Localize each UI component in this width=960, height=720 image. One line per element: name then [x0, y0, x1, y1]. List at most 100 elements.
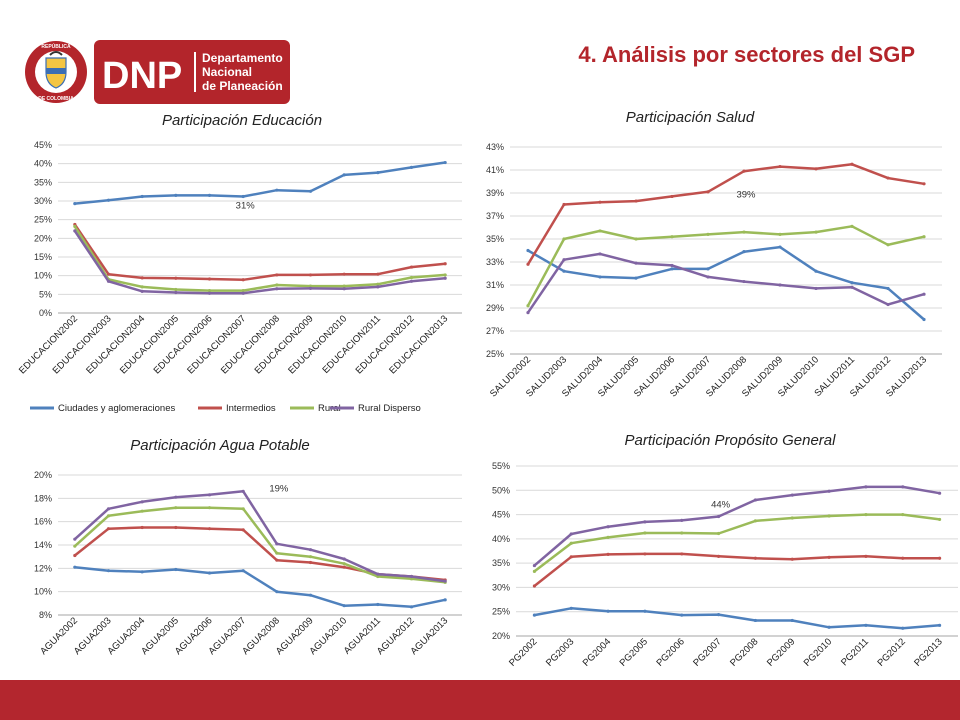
chart-salud: Participación Salud 25% 27% 29% 31% 33% 35% 37%…	[486, 109, 942, 399]
x-tick-label: PG2005	[618, 636, 650, 668]
data-point-ciudades	[140, 570, 144, 574]
data-point-ciudades	[742, 250, 746, 254]
data-point-ciudades	[140, 194, 144, 199]
data-annotation: 19%	[269, 483, 289, 494]
y-tick-label: 25%	[34, 215, 52, 225]
data-point-intermedios	[308, 273, 313, 277]
data-point-rural-disperso	[342, 287, 346, 291]
series-line-rural	[73, 506, 446, 584]
data-point-ciudades	[443, 598, 447, 602]
data-point-rural-disperso	[778, 283, 782, 287]
data-point-intermedios	[140, 276, 144, 280]
data-point-intermedios	[922, 182, 926, 186]
data-point-intermedios	[901, 556, 905, 560]
data-point-ciudades	[174, 193, 178, 197]
data-point-intermedios	[790, 557, 794, 561]
data-point-rural-disperso	[814, 286, 818, 291]
data-point-rural-disperso	[376, 572, 380, 576]
x-tick-label: PG2013	[912, 636, 944, 668]
y-tick-label: 16%	[34, 517, 52, 527]
data-point-ciudades	[342, 173, 346, 177]
footer-bar	[0, 680, 960, 720]
data-point-rural-disperso	[443, 276, 447, 280]
x-tick-label: EDUCACION2008	[219, 313, 282, 376]
data-point-rural-disperso	[207, 291, 212, 295]
data-point-rural	[174, 287, 178, 292]
data-point-intermedios	[706, 190, 710, 194]
x-tick-label: PG2011	[839, 636, 871, 668]
data-point-rural	[207, 506, 212, 510]
data-point-intermedios	[634, 199, 638, 203]
series-line-ciudades	[527, 245, 925, 321]
data-point-ciudades	[901, 626, 905, 630]
data-point-rural	[827, 514, 831, 518]
data-point-ciudades	[409, 605, 414, 609]
data-point-rural	[174, 506, 178, 510]
chart-title: Participación Educación	[162, 112, 322, 129]
data-point-ciudades	[778, 245, 782, 249]
seal-text-top: REPÚBLICA	[41, 43, 71, 50]
data-point-rural-disperso	[241, 291, 245, 295]
y-tick-label: 43%	[486, 142, 504, 152]
data-point-rural-disperso	[174, 495, 178, 499]
data-point-rural-disperso	[409, 279, 414, 283]
data-point-intermedios	[864, 554, 868, 558]
data-point-ciudades	[569, 606, 573, 610]
data-point-rural	[241, 289, 245, 293]
data-point-ciudades	[606, 609, 610, 613]
y-tick-label: 45%	[492, 510, 510, 520]
y-tick-label: 14%	[34, 540, 52, 550]
data-point-intermedios	[140, 525, 144, 530]
data-point-rural-disperso	[850, 285, 854, 289]
data-point-ciudades	[922, 317, 926, 322]
data-point-rural-disperso	[275, 542, 279, 546]
data-point-rural	[409, 577, 414, 581]
data-point-intermedios	[342, 272, 346, 276]
data-point-rural	[140, 509, 144, 513]
y-tick-label: 37%	[486, 211, 504, 221]
data-point-rural-disperso	[174, 290, 178, 295]
data-point-intermedios	[827, 555, 831, 559]
data-point-intermedios	[742, 169, 746, 173]
data-point-ciudades	[706, 267, 710, 271]
data-point-rural	[376, 282, 380, 286]
x-tick-label: EDUCACION2002	[17, 313, 80, 376]
data-point-rural	[562, 237, 566, 241]
data-point-rural	[308, 284, 313, 288]
data-point-rural-disperso	[562, 258, 566, 262]
data-point-intermedios	[376, 272, 380, 276]
data-point-ciudades	[106, 198, 111, 202]
x-tick-label: EDUCACION2013	[387, 313, 450, 376]
x-tick-label: EDUCACION2007	[185, 313, 248, 376]
data-point-rural	[376, 574, 380, 579]
y-tick-label: 39%	[486, 188, 504, 198]
data-point-intermedios	[106, 272, 111, 276]
data-point-intermedios	[532, 584, 537, 588]
x-tick-label: PG2004	[581, 636, 613, 668]
data-point-ciudades	[106, 569, 111, 573]
dnp-logo: REPÚBLICA DE COLOMBIA DNP Departamento N…	[25, 40, 290, 104]
data-point-rural-disperso	[706, 275, 710, 279]
data-point-rural	[634, 237, 638, 241]
data-annotation: 31%	[236, 200, 256, 211]
dnp-name-line1: Departamento	[202, 51, 283, 65]
data-point-intermedios	[207, 527, 212, 531]
data-point-rural-disperso	[376, 285, 380, 289]
data-point-rural-disperso	[922, 292, 926, 296]
data-point-rural	[670, 235, 674, 239]
data-point-rural	[73, 224, 77, 228]
data-point-ciudades	[241, 569, 245, 573]
colombia-seal: REPÚBLICA DE COLOMBIA	[25, 41, 87, 103]
data-point-ciudades	[275, 188, 279, 192]
y-tick-label: 45%	[34, 140, 52, 150]
data-point-rural-disperso	[937, 491, 942, 495]
x-tick-label: PG2012	[875, 636, 907, 668]
data-point-rural-disperso	[140, 289, 144, 293]
data-point-rural-disperso	[716, 514, 721, 519]
data-point-ciudades	[532, 613, 537, 617]
data-point-intermedios	[680, 552, 684, 556]
dnp-name-line3: de Planeación	[202, 79, 283, 93]
data-point-rural	[532, 569, 537, 573]
legend-label-ciudades: Ciudades y aglomeraciones	[58, 403, 175, 414]
chart-proposito-general: Participación Propósito General 20% 25% 30%…	[492, 432, 958, 669]
